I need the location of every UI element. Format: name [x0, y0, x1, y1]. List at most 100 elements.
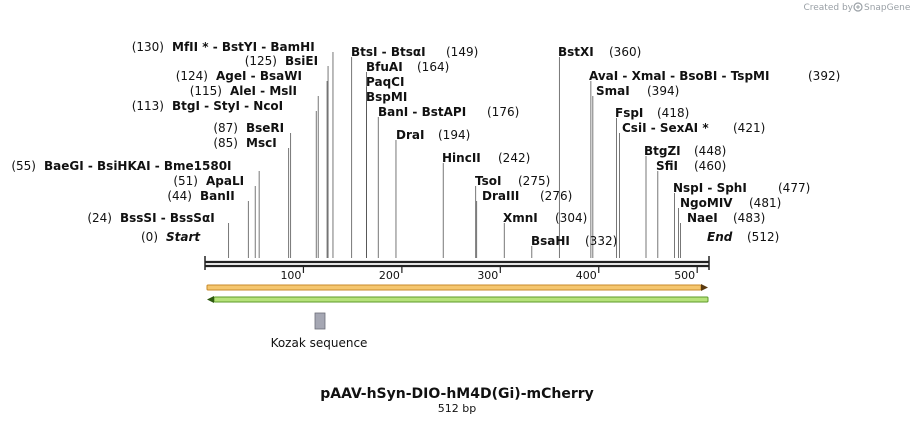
enzyme-label-group[interactable]: MfII * - BstYI - BamHI (130) — [132, 40, 315, 54]
enzyme-label-group[interactable]: BsaHI (332) — [531, 234, 617, 248]
enzyme-position: (85) — [213, 136, 238, 150]
enzyme-position: (418) — [657, 106, 689, 120]
enzyme-label-group[interactable]: DraIII (276) — [482, 189, 572, 203]
enzyme-name[interactable]: BsiEI — [285, 54, 318, 68]
enzyme-position: (115) — [190, 84, 222, 98]
enzyme-name[interactable]: NspI - SphI — [673, 181, 747, 195]
enzyme-position: (242) — [498, 151, 530, 165]
enzyme-label-group[interactable]: BssSI - BssSαI (24) — [87, 211, 214, 225]
enzyme-name[interactable]: BtsI - BtsαI — [351, 45, 426, 59]
enzyme-label-group[interactable]: HincII (242) — [442, 151, 530, 165]
ruler-tick-label: 400 — [576, 269, 597, 282]
enzyme-name[interactable]: BssSI - BssSαI — [120, 211, 215, 225]
enzyme-name[interactable]: AleI - MslI — [230, 84, 297, 98]
brand-credit: Created by — [803, 3, 853, 13]
enzyme-label-group[interactable]: BtsI - BtsαI (149) — [351, 45, 478, 59]
enzyme-name[interactable]: BaeGI - BsiHKAI - Bme1580I — [44, 159, 232, 173]
enzyme-position: (360) — [609, 45, 641, 59]
enzyme-label-group[interactable]: BaeGI - BsiHKAI - Bme1580I (55) — [11, 159, 231, 173]
enzyme-label-group[interactable]: BanI - BstAPI (176) — [378, 105, 519, 119]
enzyme-label-group[interactable]: CsiI - SexAI * (421) — [622, 121, 765, 135]
enzyme-label-group[interactable]: BanII (44) — [167, 189, 234, 203]
enzyme-name[interactable]: BspMI — [366, 90, 407, 104]
enzyme-label-group[interactable]: AgeI - BsaWI (124) — [176, 69, 302, 83]
enzyme-label-group[interactable]: BfuAI (164) — [366, 60, 449, 74]
enzyme-name[interactable]: FspI — [615, 106, 643, 120]
enzyme-label-group[interactable]: FspI (418) — [615, 106, 689, 120]
enzyme-position: (421) — [733, 121, 765, 135]
enzyme-name[interactable]: NgoMIV — [680, 196, 733, 210]
enzyme-position: (194) — [438, 128, 470, 142]
enzyme-label-group[interactable]: AleI - MslI (115) — [190, 84, 297, 98]
enzyme-label-group[interactable]: BtgI - StyI - NcoI (113) — [132, 99, 283, 113]
enzyme-name[interactable]: AvaI - XmaI - BsoBI - TspMI — [589, 69, 769, 83]
enzyme-label-group[interactable]: SmaI (394) — [596, 84, 679, 98]
enzyme-label-group[interactable]: ApaLI (51) — [173, 174, 244, 188]
enzyme-name[interactable]: CsiI - SexAI * — [622, 121, 709, 135]
enzyme-label-group[interactable]: TsoI (275) — [475, 174, 550, 188]
enzyme-position: (483) — [733, 211, 765, 225]
enzyme-name[interactable]: PaqCI — [366, 75, 404, 89]
enzyme-position: (176) — [487, 105, 519, 119]
enzyme-label-group[interactable]: BsiEI (125) — [245, 54, 318, 68]
enzyme-name[interactable]: DraIII — [482, 189, 519, 203]
enzyme-name[interactable]: BstXI — [558, 45, 594, 59]
enzyme-position: (55) — [11, 159, 36, 173]
enzyme-name[interactable]: BanII — [200, 189, 235, 203]
snapgene-logo-icon — [853, 2, 863, 12]
enzyme-position: (44) — [167, 189, 192, 203]
end-label: End — [707, 230, 733, 244]
enzyme-label-group[interactable]: DraI (194) — [396, 128, 470, 142]
kozak-feature-box[interactable] — [314, 312, 326, 330]
enzyme-name[interactable]: BtgI - StyI - NcoI — [172, 99, 283, 113]
brand-name: SnapGene — [864, 3, 911, 13]
enzyme-name[interactable]: MfII * - BstYI - BamHI — [172, 40, 315, 54]
enzyme-name[interactable]: BfuAI — [366, 60, 403, 74]
enzyme-label-group[interactable]: MscI (85) — [213, 136, 276, 150]
enzyme-position: (460) — [694, 159, 726, 173]
enzyme-label-group[interactable]: BtgZI (448) — [644, 144, 726, 158]
plasmid-title: pAAV-hSyn-DIO-hM4D(Gi)-mCherry — [320, 386, 594, 402]
enzyme-position: (130) — [132, 40, 164, 54]
plasmid-length: 512 bp — [438, 402, 476, 415]
enzyme-label-group[interactable]: PaqCI — [366, 75, 404, 89]
enzyme-label-group[interactable]: SfiI (460) — [656, 159, 726, 173]
enzyme-position: (124) — [176, 69, 208, 83]
enzyme-label-group[interactable]: BseRI (87) — [213, 121, 284, 135]
ruler-tick-label: 100 — [280, 269, 301, 282]
enzyme-label-group[interactable]: BstXI (360) — [558, 45, 641, 59]
enzyme-position: (276) — [540, 189, 572, 203]
enzyme-name[interactable]: MscI — [246, 136, 277, 150]
enzyme-name[interactable]: HincII — [442, 151, 481, 165]
enzyme-label-group[interactable]: NgoMIV (481) — [680, 196, 781, 210]
kozak-label: Kozak sequence — [271, 336, 368, 350]
ruler-tick-label: 500 — [674, 269, 695, 282]
ruler-ticks: 100 200 300 400 500 — [280, 266, 698, 282]
enzyme-label-group[interactable]: XmnI (304) — [503, 211, 587, 225]
enzyme-position: (392) — [808, 69, 840, 83]
enzyme-label-group[interactable]: NaeI (483) — [687, 211, 765, 225]
enzyme-label-group[interactable]: BspMI — [366, 90, 407, 104]
enzyme-site-labels: MfII * - BstYI - BamHI (130) BsiEI (125)Age… — [11, 40, 840, 248]
reverse-feature-arrow[interactable] — [207, 296, 709, 303]
enzyme-name[interactable]: NaeI — [687, 211, 718, 225]
enzyme-name[interactable]: TsoI — [475, 174, 501, 188]
start-position-label: (0) — [141, 230, 158, 244]
enzyme-name[interactable]: BseRI — [246, 121, 284, 135]
forward-feature-arrow[interactable] — [206, 284, 708, 291]
enzyme-name[interactable]: BsaHI — [531, 234, 570, 248]
enzyme-position: (87) — [213, 121, 238, 135]
enzyme-name[interactable]: BanI - BstAPI — [378, 105, 466, 119]
enzyme-name[interactable]: SmaI — [596, 84, 630, 98]
enzyme-position: (304) — [555, 211, 587, 225]
ruler-tick-label: 300 — [477, 269, 498, 282]
enzyme-name[interactable]: DraI — [396, 128, 424, 142]
enzyme-label-group[interactable]: NspI - SphI (477) — [673, 181, 810, 195]
enzyme-name[interactable]: SfiI — [656, 159, 678, 173]
enzyme-name[interactable]: XmnI — [503, 211, 538, 225]
enzyme-name[interactable]: AgeI - BsaWI — [216, 69, 302, 83]
enzyme-label-group[interactable]: AvaI - XmaI - BsoBI - TspMI (392) — [589, 69, 840, 83]
enzyme-name[interactable]: ApaLI — [206, 174, 244, 188]
enzyme-name[interactable]: BtgZI — [644, 144, 681, 158]
enzyme-position: (481) — [749, 196, 781, 210]
